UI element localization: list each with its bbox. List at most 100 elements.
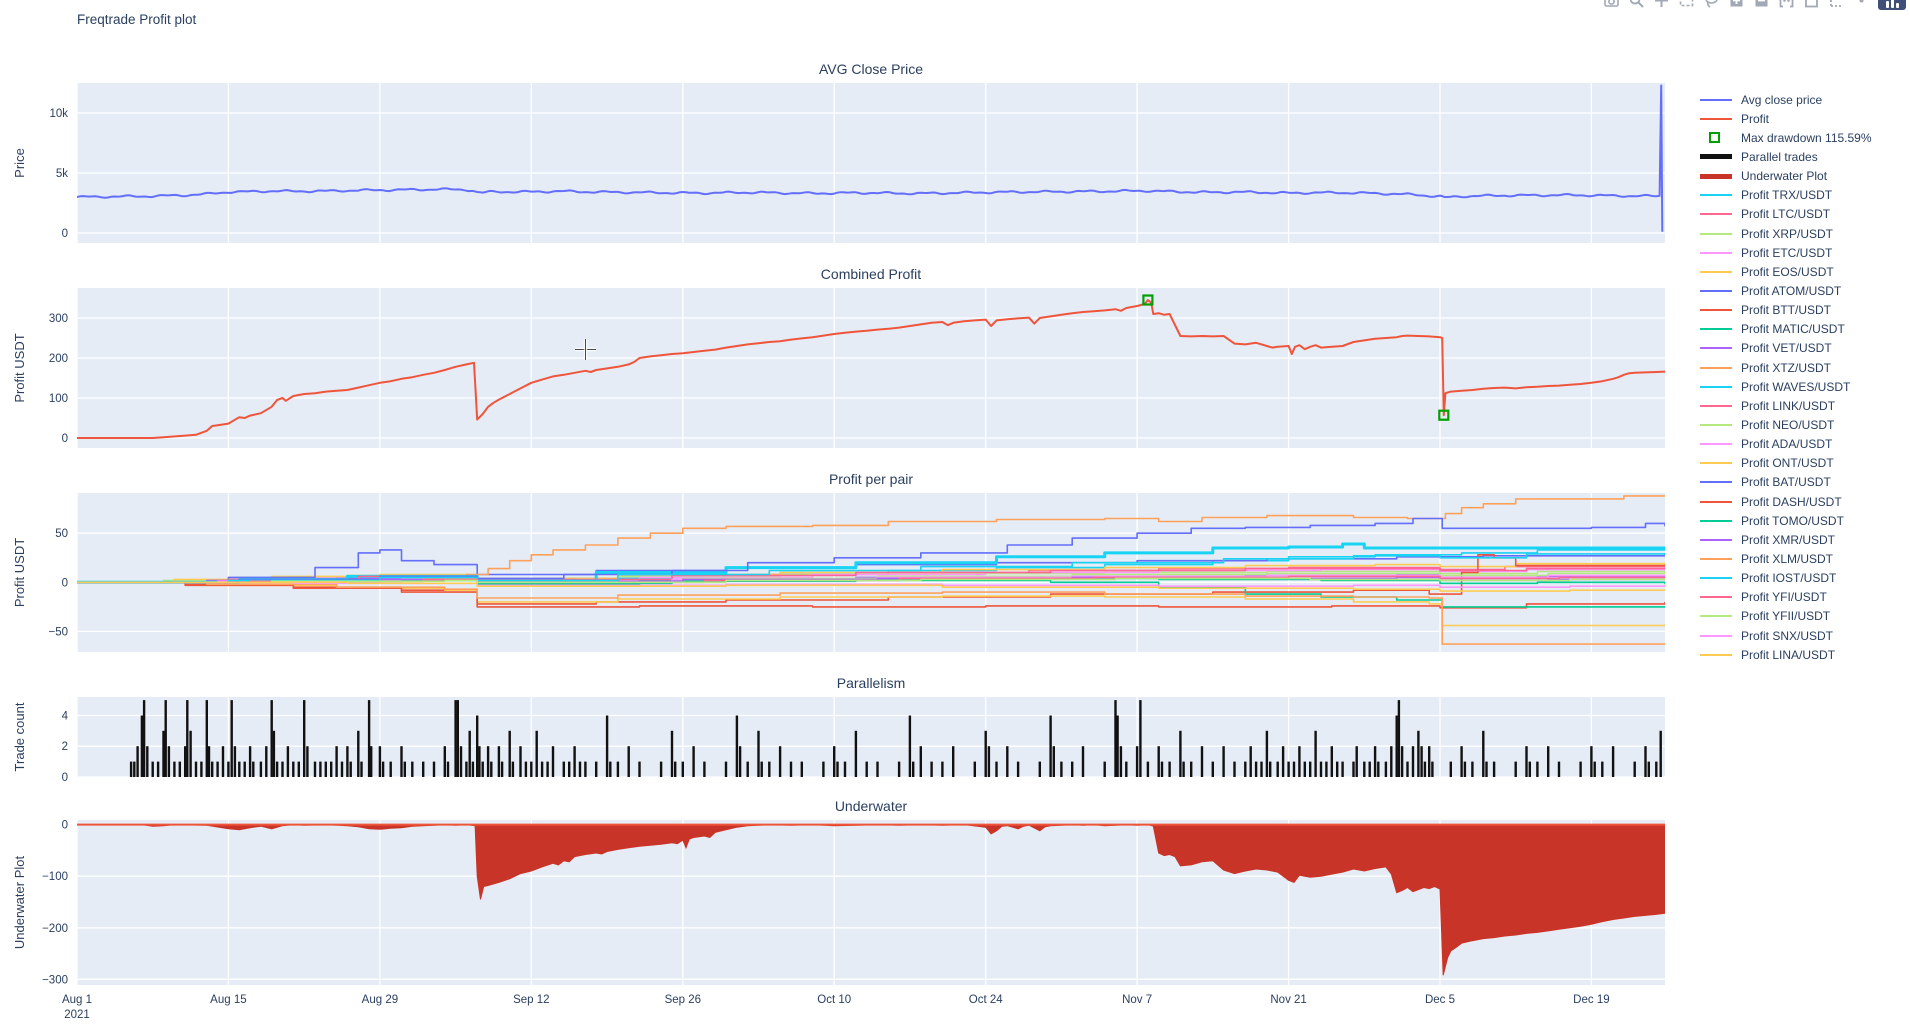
- legend-item-profit-waves-usdt[interactable]: Profit WAVES/USDT: [1700, 377, 1872, 396]
- y-tick-label: 200: [49, 353, 68, 365]
- legend-item-profit-ada-usdt[interactable]: Profit ADA/USDT: [1700, 435, 1872, 454]
- trade-count-bar: [478, 746, 481, 777]
- plot-area-bg[interactable]: [77, 83, 1665, 243]
- series-profit-xtz-usdt: [77, 495, 1665, 584]
- modebar-zoom-out-icon[interactable]: [1753, 0, 1770, 9]
- modebar-pan-icon[interactable]: [1653, 0, 1670, 9]
- modebar-reset-axes-icon[interactable]: [1803, 0, 1820, 9]
- trade-count-bar: [524, 761, 528, 777]
- trade-count-bar: [1423, 761, 1427, 777]
- legend-item-profit-eos-usdt[interactable]: Profit EOS/USDT: [1700, 262, 1872, 281]
- trade-count-bar: [422, 761, 425, 777]
- trade-count-bar: [908, 715, 912, 777]
- trade-count-bar: [757, 730, 760, 777]
- trade-count-bar: [389, 761, 392, 777]
- legend-label: Profit ETC/USDT: [1741, 245, 1833, 260]
- legend-item-profit-iost-usdt[interactable]: Profit IOST/USDT: [1700, 569, 1872, 588]
- trade-count-bar: [1233, 761, 1236, 777]
- legend-label: Parallel trades: [1741, 149, 1818, 164]
- modebar-camera-icon[interactable]: [1603, 0, 1620, 9]
- trade-count-bar: [1377, 761, 1380, 777]
- trade-count-bar: [330, 761, 333, 777]
- modebar-zoom-in-icon[interactable]: [1728, 0, 1745, 9]
- trade-count-bar: [1190, 761, 1193, 777]
- y-tick-label: 0: [62, 820, 68, 832]
- trade-count-bar: [897, 761, 901, 777]
- modebar-box-select-icon[interactable]: [1678, 0, 1695, 9]
- plotly-logo[interactable]: [1878, 0, 1906, 10]
- plot-area-bg[interactable]: [77, 288, 1665, 448]
- legend-item-profit-etc-usdt[interactable]: Profit ETC/USDT: [1700, 243, 1872, 262]
- legend-label: Profit ONT/USDT: [1741, 456, 1834, 471]
- trade-count-bar: [1395, 715, 1398, 777]
- x-tick-label: Nov 7: [1122, 994, 1152, 1006]
- legend-item-profit-tomo-usdt[interactable]: Profit TOMO/USDT: [1700, 511, 1872, 530]
- legend-swatch: [1700, 232, 1734, 235]
- legend-swatch: [1700, 443, 1734, 446]
- trade-count-bar: [1254, 761, 1258, 777]
- legend-item-profit-vet-usdt[interactable]: Profit VET/USDT: [1700, 339, 1872, 358]
- legend-item-profit-xtz-usdt[interactable]: Profit XTZ/USDT: [1700, 358, 1872, 377]
- legend-label: Profit LTC/USDT: [1741, 207, 1831, 222]
- legend-item-profit-neo-usdt[interactable]: Profit NEO/USDT: [1700, 415, 1872, 434]
- x-tick-label: Sep 26: [665, 994, 701, 1006]
- legend-label: Profit IOST/USDT: [1741, 571, 1837, 586]
- legend-item-profit-xmr-usdt[interactable]: Profit XMR/USDT: [1700, 530, 1872, 549]
- trade-count-bar: [1420, 746, 1423, 777]
- legend-item-profit-ont-usdt[interactable]: Profit ONT/USDT: [1700, 454, 1872, 473]
- modebar-lasso-select-icon[interactable]: [1703, 0, 1720, 9]
- trade-count-bar: [1049, 715, 1052, 777]
- legend-swatch: [1700, 615, 1734, 618]
- x-axis: Aug 1 2021 Aug 15 Aug 29 Sep 12 Sep 26 Oct 10 O…: [62, 994, 1610, 1021]
- y-tick-label: 0: [62, 433, 68, 445]
- trade-count-bar: [1116, 715, 1119, 777]
- trade-count-bar: [724, 761, 728, 777]
- y-tick-label: 5k: [56, 168, 68, 180]
- legend-item-profit-dash-usdt[interactable]: Profit DASH/USDT: [1700, 492, 1872, 511]
- trade-count-bar: [1260, 761, 1263, 777]
- modebar-zoom-icon[interactable]: [1628, 0, 1645, 9]
- legend-item-avg-close-price[interactable]: Avg close price: [1700, 90, 1872, 109]
- subplot-underwater: 0 −100 −200 −300 Underwater Underwater Plot: [12, 798, 1665, 986]
- y-axis-title: Profit USDT: [12, 538, 27, 607]
- legend-swatch: [1700, 173, 1734, 179]
- legend-item-profit-trx-usdt[interactable]: Profit TRX/USDT: [1700, 186, 1872, 205]
- legend-item-profit-snx-usdt[interactable]: Profit SNX/USDT: [1700, 626, 1872, 645]
- legend-item-profit-link-usdt[interactable]: Profit LINK/USDT: [1700, 396, 1872, 415]
- subplot-title-parallelism: Parallelism: [837, 675, 905, 691]
- legend-item-profit-atom-usdt[interactable]: Profit ATOM/USDT: [1700, 281, 1872, 300]
- trade-count-bar: [1125, 761, 1128, 777]
- y-tick-label: −50: [48, 626, 68, 638]
- modebar-autoscale-icon[interactable]: [1778, 0, 1795, 9]
- trade-count-bar: [1319, 761, 1323, 777]
- trade-count-bar: [313, 761, 317, 777]
- trade-count-bar: [540, 761, 544, 777]
- legend-item-profit-bat-usdt[interactable]: Profit BAT/USDT: [1700, 473, 1872, 492]
- legend-item-profit-lina-usdt[interactable]: Profit LINA/USDT: [1700, 645, 1872, 664]
- legend-item-profit-xlm-usdt[interactable]: Profit XLM/USDT: [1700, 549, 1872, 568]
- trade-count-bar: [930, 761, 933, 777]
- legend-item-underwater-plot[interactable]: Underwater Plot: [1700, 167, 1872, 186]
- legend-item-profit-xrp-usdt[interactable]: Profit XRP/USDT: [1700, 224, 1872, 243]
- modebar-toggle-spikelines-icon[interactable]: [1828, 0, 1845, 9]
- legend-item-profit-ltc-usdt[interactable]: Profit LTC/USDT: [1700, 205, 1872, 224]
- x-tick-label: Dec 5: [1425, 994, 1455, 1006]
- trade-count-bar: [703, 761, 706, 777]
- legend-swatch: [1700, 404, 1734, 407]
- legend-item-profit-yfii-usdt[interactable]: Profit YFII/USDT: [1700, 607, 1872, 626]
- trade-count-bar: [1146, 761, 1150, 777]
- trade-count-bar: [511, 761, 515, 777]
- legend-item-max-drawdown-115-59[interactable]: Max drawdown 115.59%: [1700, 128, 1872, 147]
- legend-item-parallel-trades[interactable]: Parallel trades: [1700, 147, 1872, 166]
- legend-item-profit-btt-usdt[interactable]: Profit BTT/USDT: [1700, 301, 1872, 320]
- trade-count-bar: [403, 761, 406, 777]
- modebar-hover-closest-icon[interactable]: [1853, 0, 1870, 9]
- legend-item-profit-matic-usdt[interactable]: Profit MATIC/USDT: [1700, 320, 1872, 339]
- trade-count-bar: [843, 761, 847, 777]
- trade-count-bar: [1060, 761, 1063, 777]
- legend-item-profit-yfi-usdt[interactable]: Profit YFI/USDT: [1700, 588, 1872, 607]
- legend-item-profit[interactable]: Profit: [1700, 109, 1872, 128]
- y-tick-label: 2: [62, 741, 68, 753]
- trade-count-bar: [1647, 761, 1650, 777]
